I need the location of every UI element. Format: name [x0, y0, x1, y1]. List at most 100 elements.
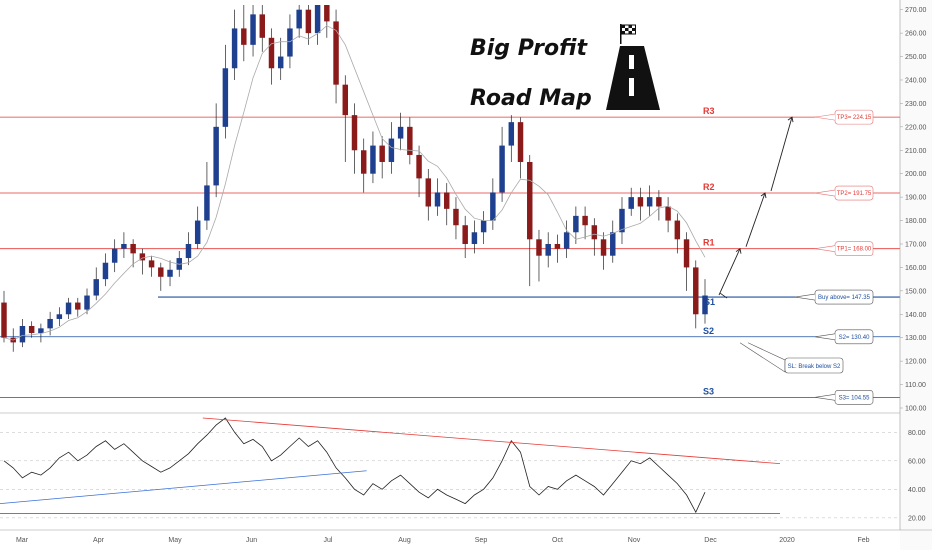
candle-body: [360, 150, 367, 174]
candle-body: [462, 225, 468, 244]
candle-body: [287, 28, 293, 57]
price-tick-label: 250.00: [905, 54, 927, 61]
time-tick-label: Sep: [475, 537, 488, 544]
candle-body: [121, 243, 127, 249]
price-tick-label: 160.00: [905, 265, 927, 272]
time-tick-label: Nov: [628, 537, 641, 544]
candle-body: [111, 248, 118, 263]
candle-body: [28, 325, 35, 334]
candle-body: [139, 253, 146, 261]
projection-arrow: [745, 192, 766, 247]
candle-body: [683, 239, 690, 268]
projection-arrow: [719, 292, 728, 299]
projection-arrowhead: [787, 116, 794, 123]
candle-body: [646, 197, 653, 207]
candle-body: [351, 115, 358, 151]
level-label: S3: [703, 386, 714, 396]
level-callout-pointer: [814, 189, 836, 197]
candle-body: [480, 220, 487, 233]
level-label: R2: [703, 182, 715, 192]
candle-body: [185, 243, 192, 259]
projection-arrow: [718, 248, 741, 296]
candle-body: [573, 215, 579, 233]
candle-body: [194, 220, 201, 244]
candle-body: [674, 220, 681, 240]
candle-body: [370, 145, 376, 174]
candle-body: [545, 243, 551, 256]
level-callout-text: S2= 130.40: [839, 335, 871, 341]
time-tick-label: May: [168, 537, 182, 544]
candle-body: [75, 302, 81, 310]
candle-body: [619, 208, 625, 233]
candle-body: [47, 318, 53, 329]
candle-body: [434, 192, 441, 207]
candle-body: [610, 232, 616, 256]
candle-body: [554, 243, 561, 249]
time-tick-label: Feb: [857, 537, 869, 544]
level-callout-pointer: [814, 113, 836, 121]
candle-body: [222, 68, 229, 127]
candle-body: [600, 239, 607, 256]
rsi-trendline: [0, 470, 367, 504]
candle-body: [388, 138, 395, 162]
candle-body: [19, 325, 26, 343]
price-tick-label: 240.00: [905, 77, 927, 84]
candle-body: [148, 260, 155, 268]
level-callout-pointer: [794, 293, 816, 301]
candle-body: [231, 28, 238, 69]
projection-arrow: [770, 116, 793, 192]
sl-text: SL: Break below S2: [788, 364, 841, 370]
candle-body: [250, 14, 256, 45]
time-tick-label: Aug: [398, 537, 411, 544]
candle-body: [56, 314, 63, 319]
candle-body: [65, 302, 72, 315]
price-tick-label: 140.00: [905, 312, 927, 319]
candle-body: [38, 328, 44, 334]
candle-body: [259, 14, 265, 38]
candle-body: [563, 232, 570, 249]
time-tick-label: Mar: [16, 537, 29, 544]
candle-body: [397, 126, 404, 139]
candles: [1, 5, 708, 352]
candle-body: [527, 161, 533, 240]
rsi-tick-label: 40.00: [908, 487, 926, 494]
checkered-flag-icon: [620, 24, 636, 44]
candle-body: [130, 243, 136, 254]
title-block: Big Profit Road Map: [470, 24, 660, 111]
candle-body: [241, 28, 247, 45]
title-line-2: Road Map: [470, 86, 592, 111]
candle-body: [204, 185, 210, 221]
level-callout-pointer: [814, 333, 836, 341]
candle-body: [158, 267, 164, 277]
price-tick-label: 210.00: [905, 148, 927, 155]
candle-body: [333, 21, 339, 85]
rsi-tick-label: 60.00: [908, 458, 926, 465]
candle-body: [628, 197, 634, 209]
price-tick-label: 110.00: [905, 382, 926, 389]
candle-body: [499, 145, 505, 193]
candle-body: [342, 84, 349, 116]
title-line-1: Big Profit: [470, 36, 588, 61]
price-tick-label: 100.00: [905, 406, 927, 413]
moving-average-line: [3, 25, 706, 341]
candle-body: [379, 145, 385, 162]
time-tick-label: Oct: [552, 537, 563, 544]
level-callout-text: S3= 104.55: [839, 395, 871, 401]
time-tick-label: 2020: [779, 537, 795, 544]
candle-body: [444, 192, 450, 209]
price-tick-label: 270.00: [905, 7, 927, 14]
road-icon: [606, 46, 660, 110]
candle-body: [637, 197, 644, 207]
candle-body: [517, 122, 524, 162]
level-label: S2: [703, 326, 714, 336]
price-tick-label: 190.00: [905, 195, 927, 202]
level-label: S1: [704, 297, 715, 307]
rsi-trendline: [202, 417, 781, 465]
time-tick-label: Dec: [704, 537, 717, 544]
price-tick-label: 260.00: [905, 31, 927, 38]
price-tick-label: 220.00: [905, 124, 927, 131]
annotations: SL: Break below S2: [718, 116, 844, 374]
